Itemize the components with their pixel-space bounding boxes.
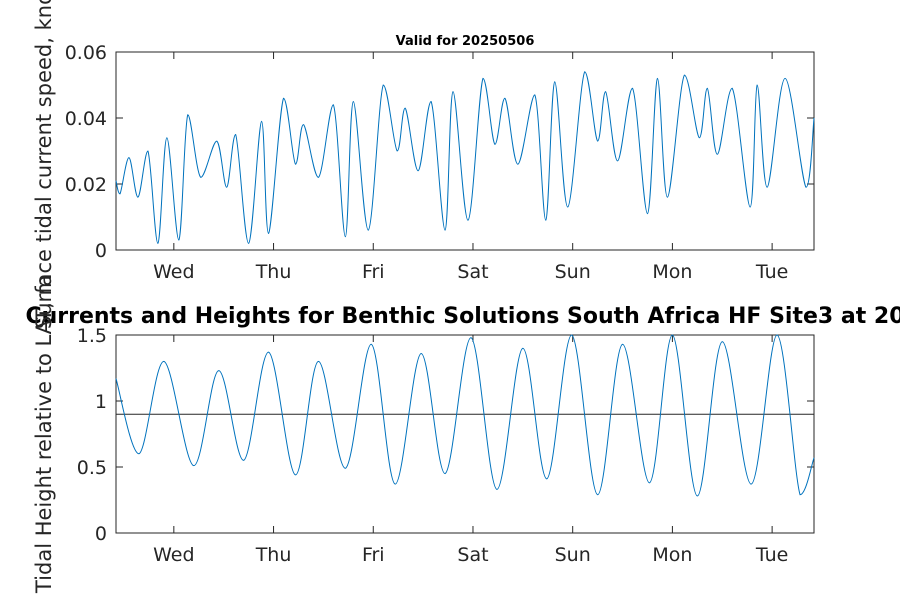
current-speed-x-tick-label: Sat (457, 261, 488, 283)
current-speed-series-line (115, 71, 815, 244)
tidal-height-chart-title: Currents and Heights for Benthic Solutio… (25, 304, 900, 329)
current-speed-y-tick-label: 0.04 (65, 108, 107, 130)
tidal-height-y-tick-label: 1 (95, 391, 107, 413)
tidal-height-x-tick-label: Wed (153, 544, 194, 566)
current-speed-x-tick-label: Fri (362, 261, 385, 283)
tidal-height-axes-box (115, 334, 815, 534)
tidal-height-y-tick-label: 0 (95, 523, 107, 545)
tidal-height-x-tick-label: Tue (755, 544, 788, 566)
current-speed-x-tick-label: Sun (555, 261, 591, 283)
current-speed-y-tick-label: 0.06 (65, 42, 107, 64)
tidal-height-x-tick-label: Thu (255, 544, 292, 566)
tidal-height-x-tick-label: Fri (362, 544, 385, 566)
current-speed-y-tick-label: 0 (95, 240, 107, 262)
tidal-height-y-tick-label: 0.5 (77, 457, 107, 479)
current-speed-axes-box (115, 51, 815, 251)
current-speed-y-tick-label: 0.02 (65, 174, 107, 196)
tidal-height-series-line (115, 334, 815, 497)
current-speed-x-tick-label: Thu (255, 261, 292, 283)
current-speed-x-tick-label: Tue (755, 261, 788, 283)
tidal-height-x-tick-label: Sat (457, 544, 488, 566)
tidal-height-x-tick-label: Sun (555, 544, 591, 566)
current-speed-chart-title: Valid for 20250506 (396, 34, 535, 49)
tidal-height-y-tick-label: 1.5 (77, 325, 107, 347)
current-speed-x-tick-label: Mon (652, 261, 692, 283)
tidal-height-y-axis-label: Tidal Height relative to LAT, m (32, 275, 56, 594)
tidal-height-x-tick-label: Mon (652, 544, 692, 566)
current-speed-x-tick-label: Wed (153, 261, 194, 283)
current-speed-y-axis-label: Surface tidal current speed, knots (32, 0, 56, 329)
